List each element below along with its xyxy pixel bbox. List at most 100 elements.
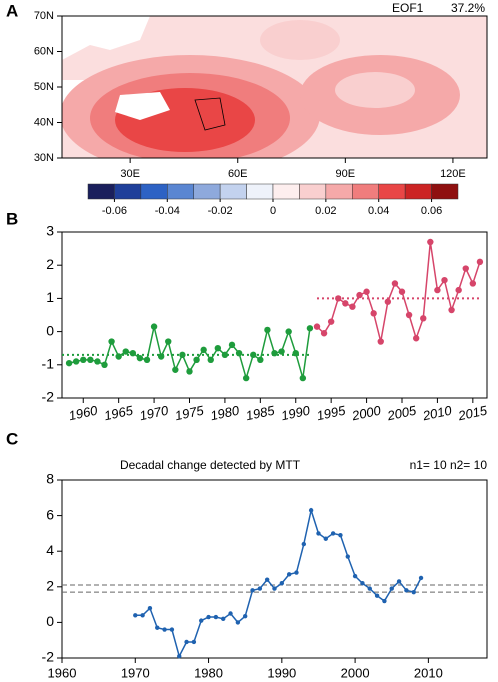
data-point [294, 570, 299, 575]
data-point [242, 613, 248, 619]
data-point [87, 356, 94, 364]
map-title: EOF1 [392, 1, 424, 15]
data-point [115, 353, 122, 360]
data-point [476, 258, 484, 266]
data-point [242, 374, 250, 382]
colorbar-swatch [114, 183, 142, 200]
data-point [420, 315, 427, 322]
panel-label: A [6, 1, 18, 20]
colorbar-label: -0.04 [155, 205, 180, 217]
x-tick-label: 1970 [121, 665, 150, 680]
colorbar-swatch [352, 183, 379, 200]
colorbar-swatch [404, 183, 432, 200]
data-point [396, 579, 402, 584]
colorbar-swatch [140, 183, 168, 200]
data-point [140, 613, 145, 618]
y-tick-label: 2 [46, 578, 54, 594]
y-tick-label: 30N [34, 152, 54, 164]
data-point [286, 572, 292, 577]
colorbar-swatch [167, 183, 194, 200]
x-tick-label: 1980 [194, 665, 223, 680]
data-point [94, 358, 101, 365]
data-point [404, 588, 409, 593]
data-point [418, 575, 424, 581]
data-point [177, 654, 182, 659]
colorbar-swatch [87, 183, 115, 200]
colorbar-label: 0.02 [315, 205, 336, 217]
data-point [193, 356, 200, 364]
data-point [264, 577, 270, 582]
data-point [157, 353, 165, 360]
data-point [207, 356, 214, 364]
data-point [292, 349, 299, 357]
panel-label: C [6, 429, 18, 448]
data-point [279, 581, 285, 586]
data-point [356, 291, 363, 299]
x-tick-label: 120E [440, 168, 466, 180]
x-tick-label: 2010 [414, 665, 443, 680]
data-point [316, 531, 321, 536]
data-point [462, 265, 469, 272]
data-point [370, 310, 377, 317]
data-point [434, 286, 441, 294]
y-tick-label: 60N [34, 45, 54, 57]
colorbar-label: 0.04 [368, 205, 389, 217]
map-field [62, 16, 487, 158]
data-point [165, 338, 172, 345]
data-point [250, 351, 257, 359]
data-point [389, 586, 394, 591]
x-tick-label: 2010 [421, 402, 454, 423]
x-tick-label: 1990 [280, 402, 312, 423]
data-point [411, 589, 416, 595]
data-point [155, 625, 160, 630]
data-point [342, 300, 349, 307]
data-point [191, 639, 197, 645]
colorbar-label: 0.06 [421, 205, 442, 217]
data-point [108, 338, 115, 345]
x-tick-label: 1995 [315, 402, 347, 423]
data-point [235, 620, 241, 625]
data-point [221, 351, 229, 359]
y-tick-label: 2 [46, 256, 54, 272]
data-point [72, 358, 80, 365]
y-tick-label: -2 [42, 649, 55, 665]
data-point [228, 611, 233, 616]
data-point [257, 586, 263, 591]
data-point [221, 616, 226, 622]
chart-subtitle: n1= 10 n2= 10 [410, 458, 488, 472]
plot-frame [61, 231, 488, 399]
data-point [338, 532, 343, 538]
data-point [172, 366, 179, 373]
colorbar-swatch [325, 183, 353, 200]
data-point [129, 349, 137, 357]
colorbar-swatch [378, 183, 406, 200]
y-tick-label: 6 [46, 506, 54, 522]
y-tick-label: 50N [34, 81, 54, 93]
data-point [335, 295, 342, 302]
colorbar-swatch [246, 183, 274, 200]
colorbar-swatch [272, 183, 300, 200]
data-point [306, 325, 314, 332]
y-tick-label: 0 [46, 322, 54, 338]
data-point [250, 588, 255, 593]
x-tick-label: 1990 [267, 665, 296, 680]
data-point [271, 349, 278, 357]
data-point [308, 508, 314, 513]
data-point [345, 554, 350, 559]
data-point [455, 286, 462, 294]
x-tick-label: 2015 [456, 402, 489, 423]
data-point [184, 639, 189, 645]
data-point [412, 335, 420, 342]
data-point [143, 356, 151, 364]
data-point [313, 323, 321, 330]
data-point [441, 276, 448, 284]
data-point [367, 586, 372, 591]
data-point [257, 356, 264, 364]
data-point [330, 531, 336, 536]
y-tick-label: 70N [34, 10, 54, 22]
data-point [235, 349, 243, 357]
data-point [186, 368, 193, 375]
x-tick-label: 30E [120, 168, 140, 180]
data-point [101, 361, 108, 368]
y-tick-label: 3 [46, 223, 54, 239]
